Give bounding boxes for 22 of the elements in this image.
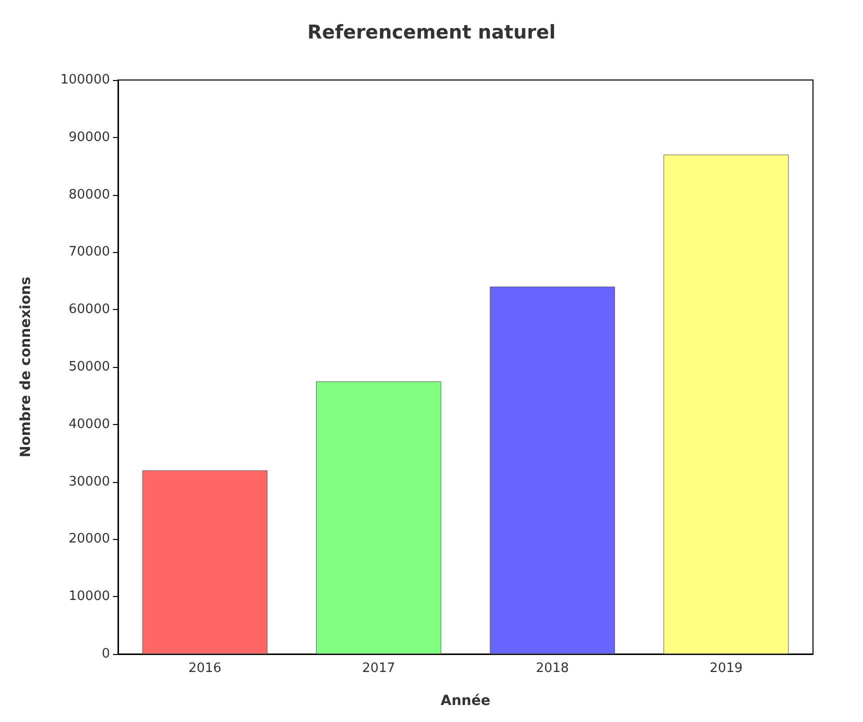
y-axis-title: Nombre de connexions — [18, 276, 34, 458]
bar — [142, 470, 268, 654]
x-tick-label: 2016 — [188, 661, 222, 676]
y-tick-label: 30000 — [68, 474, 110, 490]
y-tick-label: 70000 — [68, 244, 110, 260]
x-tick-label: 2017 — [362, 661, 396, 676]
y-tick-label: 60000 — [68, 302, 110, 318]
y-tick-label: 40000 — [68, 416, 110, 432]
x-tick-label: 2019 — [710, 661, 743, 676]
bar — [490, 286, 615, 654]
y-tick-label: 20000 — [68, 532, 110, 547]
chart-title: Referencement naturel — [307, 22, 556, 44]
bar — [664, 154, 789, 654]
bar — [316, 381, 442, 654]
y-tick-label: 90000 — [68, 130, 110, 145]
y-tick-label: 50000 — [68, 360, 110, 374]
y-tick-label: 80000 — [68, 187, 110, 202]
y-tick-label: 0 — [102, 646, 110, 662]
x-axis-title: Année — [440, 693, 490, 709]
y-tick-label: 100000 — [60, 72, 110, 88]
x-tick-label: 2018 — [536, 661, 569, 676]
y-tick-label: 10000 — [68, 589, 110, 604]
